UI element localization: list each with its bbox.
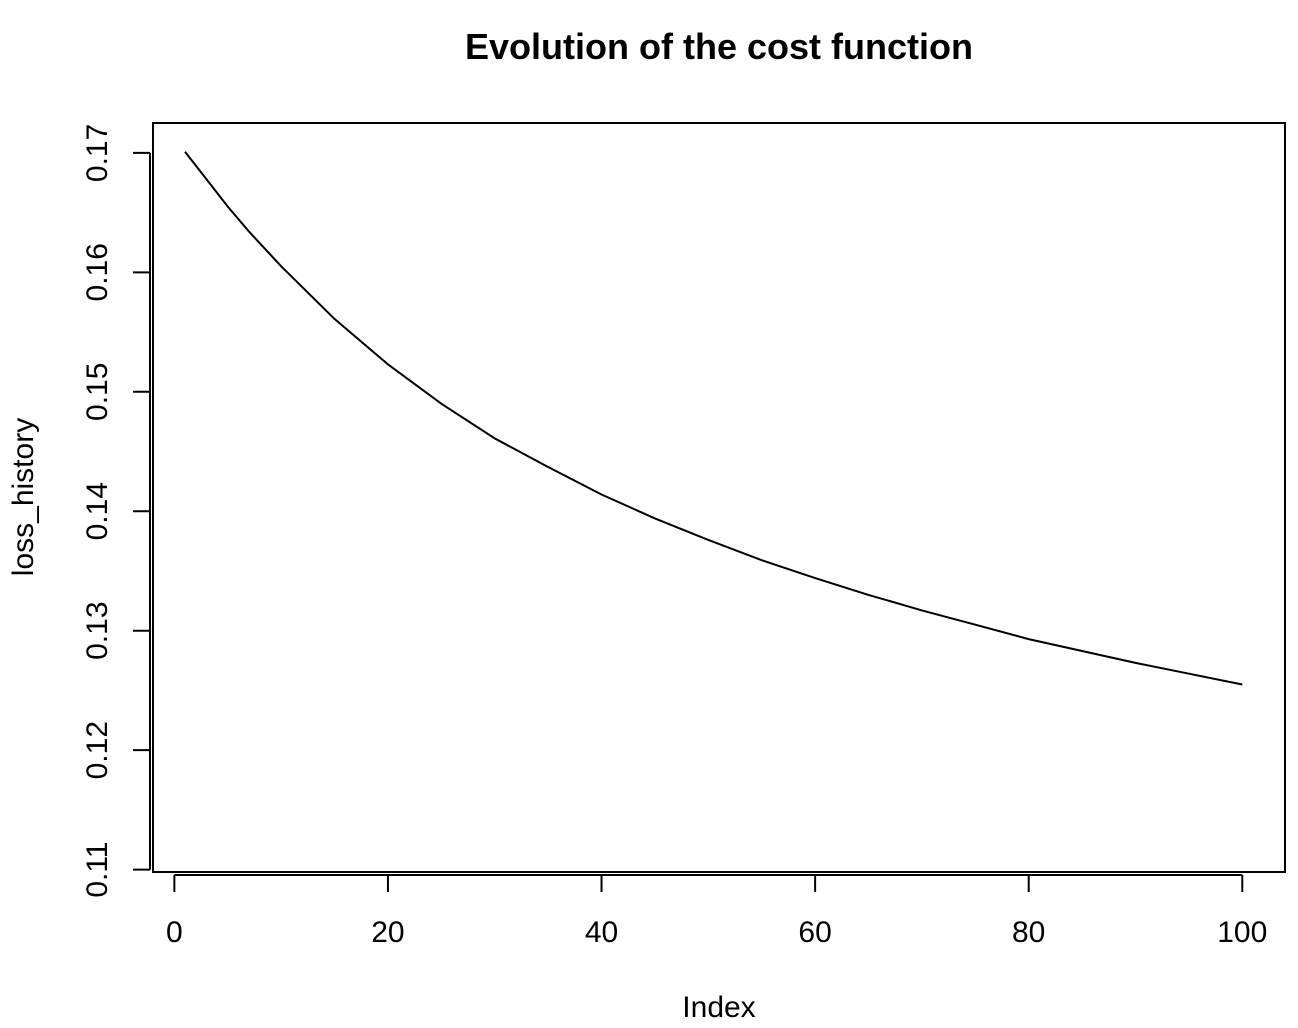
x-tick-label: 40 (585, 916, 618, 949)
x-tick-label: 80 (1012, 916, 1045, 949)
y-axis-title: loss_history (7, 418, 40, 576)
plot-frame (152, 122, 1286, 873)
y-tick-label: 0.15 (81, 363, 114, 421)
loss-series-line (184, 151, 1243, 686)
x-axis: 0 20 40 60 80 100 (166, 874, 1267, 949)
y-tick-label: 0.17 (81, 124, 114, 182)
chart-title: Evolution of the cost function (465, 26, 973, 67)
x-tick-label: 0 (166, 916, 183, 949)
x-axis-title: Index (682, 991, 755, 1024)
y-tick-label: 0.14 (81, 482, 114, 540)
x-tick-label: 100 (1217, 916, 1267, 949)
y-axis: 0.11 0.12 0.13 0.14 0.15 0.16 0.17 (81, 124, 151, 898)
y-tick-label: 0.16 (81, 243, 114, 301)
x-tick-label: 20 (371, 916, 404, 949)
y-tick-label: 0.13 (81, 602, 114, 660)
y-tick-label: 0.12 (81, 721, 114, 779)
y-tick-label: 0.11 (81, 842, 114, 898)
x-tick-label: 60 (798, 916, 831, 949)
